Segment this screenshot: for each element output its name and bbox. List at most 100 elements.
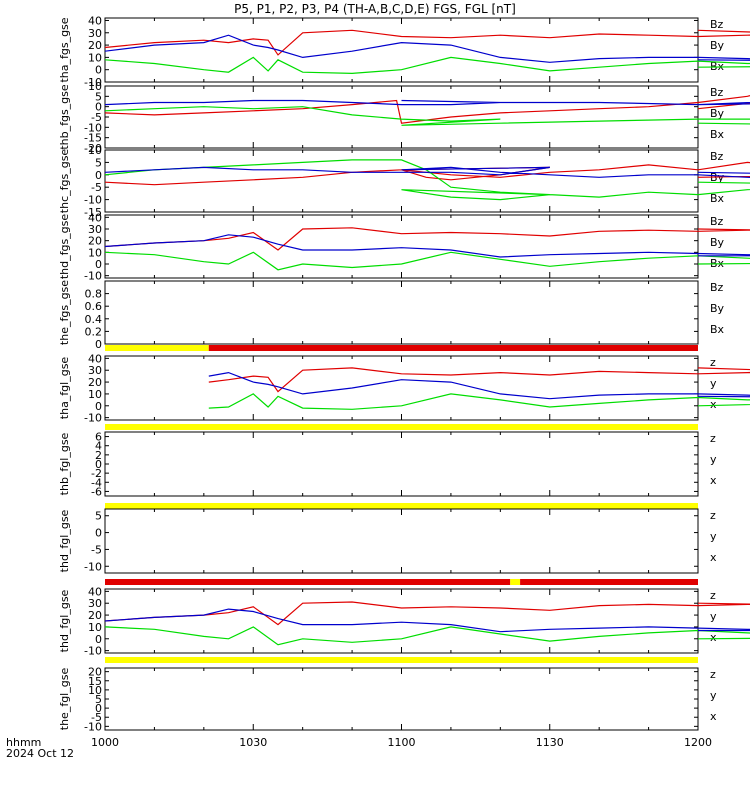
y-tick-label: -10 bbox=[84, 270, 102, 283]
series-line-Bx bbox=[104, 34, 750, 63]
panel-ylabel: thd_fgs_gse bbox=[58, 214, 71, 280]
legend-entry: Bx bbox=[710, 323, 725, 336]
x-tick-label: 1130 bbox=[536, 736, 564, 749]
series-line-z bbox=[104, 601, 750, 626]
series-line-By bbox=[104, 159, 750, 201]
series-line-z bbox=[208, 367, 750, 393]
legend-entry: y bbox=[710, 689, 717, 702]
y-tick-label: 0 bbox=[95, 400, 102, 413]
y-tick-label: -5 bbox=[91, 543, 102, 556]
y-tick-label: -15 bbox=[84, 132, 102, 145]
panel-frame bbox=[104, 214, 699, 279]
legend-entry: z bbox=[710, 589, 716, 602]
legend-entry: Bz bbox=[710, 18, 724, 31]
y-tick-label: -10 bbox=[84, 645, 102, 658]
panel-frame bbox=[104, 431, 699, 497]
y-tick-label: 20 bbox=[88, 609, 102, 622]
x-tick-label: 1200 bbox=[684, 736, 712, 749]
y-tick-label: 6 bbox=[95, 431, 102, 444]
y-tick-label: 40 bbox=[88, 211, 102, 224]
series-line-By bbox=[104, 251, 750, 271]
y-tick-label: 10 bbox=[88, 246, 102, 259]
series-line-y bbox=[208, 393, 750, 410]
panel-frame bbox=[104, 85, 699, 149]
y-tick-label: 10 bbox=[88, 80, 102, 93]
panel-frame bbox=[104, 17, 699, 83]
series-line-x bbox=[208, 371, 750, 400]
series-line-Bx bbox=[104, 234, 750, 258]
y-tick-label: 15 bbox=[88, 675, 102, 688]
legend-entry: z bbox=[710, 432, 716, 445]
y-tick-label: -10 bbox=[84, 560, 102, 573]
y-tick-label: -20 bbox=[84, 142, 102, 155]
legend-entry: z bbox=[710, 509, 716, 522]
y-tick-label: 10 bbox=[88, 144, 102, 157]
y-tick-label: -6 bbox=[91, 485, 102, 498]
y-tick-label: 0 bbox=[95, 64, 102, 77]
status-bar-segment bbox=[105, 657, 698, 663]
y-tick-label: 30 bbox=[88, 223, 102, 236]
series-line-By bbox=[104, 56, 750, 75]
y-tick-label: 5 bbox=[95, 90, 102, 103]
panel-ylabel: tha_fgs_gse bbox=[58, 17, 71, 82]
legend-entry: x bbox=[710, 474, 717, 487]
y-tick-label: 5 bbox=[95, 510, 102, 523]
y-tick-label: -4 bbox=[91, 476, 102, 489]
legend-entry: By bbox=[710, 39, 725, 52]
y-tick-label: -5 bbox=[91, 181, 102, 194]
y-tick-label: 4 bbox=[95, 440, 102, 453]
legend-entry: x bbox=[710, 551, 717, 564]
series-line-x bbox=[104, 608, 750, 633]
y-tick-label: 0.4 bbox=[85, 313, 103, 326]
y-tick-label: 0 bbox=[95, 702, 102, 715]
panel-frame bbox=[104, 588, 699, 654]
y-tick-label: 40 bbox=[88, 352, 102, 365]
legend-entry: Bz bbox=[710, 281, 724, 294]
y-tick-label: 20 bbox=[88, 376, 102, 389]
y-tick-label: -15 bbox=[84, 206, 102, 219]
y-tick-label: 30 bbox=[88, 597, 102, 610]
status-bar-segment bbox=[105, 345, 209, 351]
panel-ylabel: thc_fgs_gse bbox=[58, 149, 71, 214]
y-tick-label: 10 bbox=[88, 684, 102, 697]
status-bar-segment bbox=[105, 579, 511, 585]
status-bar-segment bbox=[208, 345, 698, 351]
series-line-Bz bbox=[104, 227, 750, 251]
y-tick-label: 20 bbox=[88, 666, 102, 679]
x-tick-label: 1030 bbox=[239, 736, 267, 749]
plot-title: P5, P1, P2, P3, P4 (TH-A,B,C,D,E) FGS, F… bbox=[234, 2, 516, 16]
y-tick-label: 0.2 bbox=[85, 325, 103, 338]
date-label: 2024 Oct 12 bbox=[6, 747, 74, 760]
panel-frame bbox=[104, 355, 699, 421]
legend-entry: z bbox=[710, 356, 716, 369]
y-tick-label: -5 bbox=[91, 711, 102, 724]
y-tick-label: 30 bbox=[88, 364, 102, 377]
legend-entry: Bx bbox=[710, 128, 725, 141]
panel-frame bbox=[104, 280, 699, 345]
y-tick-label: 10 bbox=[88, 51, 102, 64]
y-tick-label: 0 bbox=[95, 633, 102, 646]
panel-frame bbox=[104, 667, 699, 731]
legend-entry: By bbox=[710, 107, 725, 120]
legend-entry: Bx bbox=[710, 192, 725, 205]
series-line-Bz bbox=[104, 29, 750, 56]
legend-entry: x bbox=[710, 631, 717, 644]
panel-ylabel: the_fgl_gse bbox=[58, 668, 71, 731]
y-tick-label: 0.8 bbox=[85, 288, 103, 301]
y-tick-label: -10 bbox=[84, 412, 102, 425]
series-line-Bx bbox=[104, 99, 750, 106]
y-tick-label: 20 bbox=[88, 39, 102, 52]
y-tick-label: -5 bbox=[91, 111, 102, 124]
y-tick-label: 20 bbox=[88, 235, 102, 248]
status-bar-segment bbox=[105, 503, 698, 509]
x-tick-label: 1000 bbox=[91, 736, 119, 749]
panel-ylabel: thb_fgs_gse bbox=[58, 84, 71, 150]
y-tick-label: 5 bbox=[95, 693, 102, 706]
legend-entry: z bbox=[710, 668, 716, 681]
status-bar-segment bbox=[510, 579, 521, 585]
legend-entry: Bz bbox=[710, 150, 724, 163]
y-tick-label: -10 bbox=[84, 194, 102, 207]
panel-ylabel: thd_fgl_gse bbox=[58, 509, 71, 572]
y-tick-label: 0 bbox=[95, 527, 102, 540]
